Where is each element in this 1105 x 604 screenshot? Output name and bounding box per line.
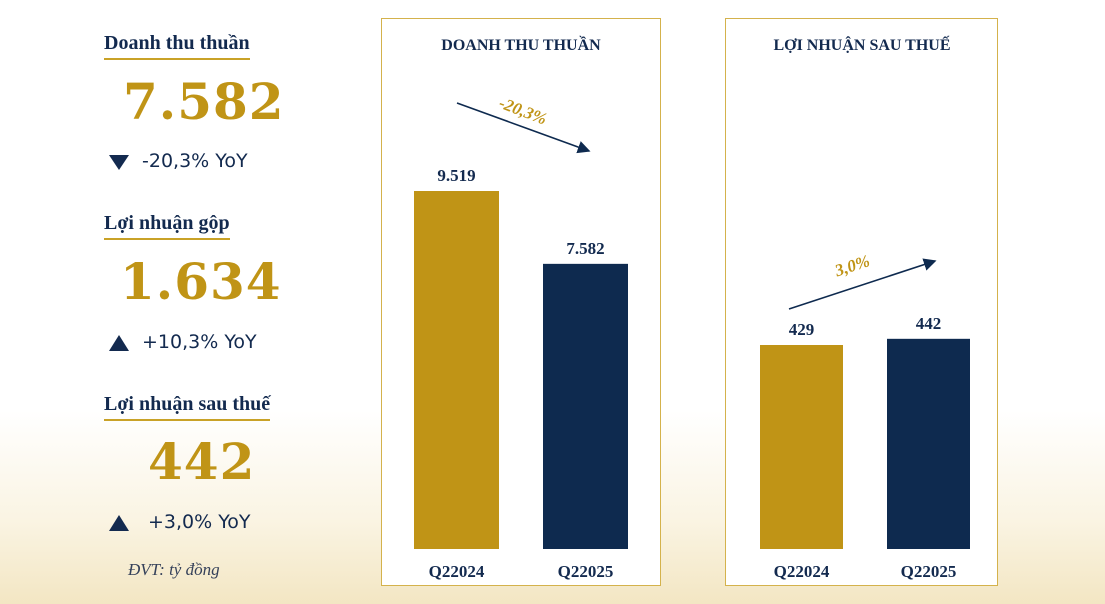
revenue-data-label-0: 9.519 [437, 166, 475, 185]
net-profit-trend-label: 3,0% [832, 251, 873, 280]
unit-note: ĐVT: tỷ đồng [128, 560, 220, 579]
revenue-chart-title: DOANH THU THUẦN [441, 35, 601, 54]
net-profit-trend-arrow [788, 258, 937, 310]
net-profit-bar-q22024 [760, 345, 843, 549]
kpi-net-profit-value: 442 [148, 432, 256, 491]
net-profit-chart-panel: LỢI NHUẬN SAU THUẾ 429 Q22024 442 Q22025 3,0% [725, 18, 998, 586]
revenue-chart: DOANH THU THUẦN 9.519 Q22024 7.582 Q22025 -20… [414, 35, 628, 581]
kpi-gross-profit-change: +10,3% YoY [108, 331, 257, 353]
kpi-revenue-value: 7.582 [123, 72, 285, 131]
kpi-gross-profit-label: Lợi nhuận gộp [104, 212, 230, 240]
net-profit-data-label-1: 442 [916, 314, 942, 333]
down-triangle-icon [109, 154, 129, 170]
kpi-net-profit-change-text: +3,0% YoY [148, 511, 251, 533]
revenue-trend-label: -20,3% [496, 93, 549, 129]
kpi-revenue-change-text: -20,3% YoY [142, 150, 248, 172]
revenue-category-label-1: Q22025 [558, 562, 614, 581]
kpi-gross-profit-change-text: +10,3% YoY [142, 331, 257, 353]
net-profit-chart-title: LỢI NHUẬN SAU THUẾ [773, 35, 950, 54]
kpi-revenue-change: -20,3% YoY [108, 150, 248, 172]
revenue-chart-panel: DOANH THU THUẦN 9.519 Q22024 7.582 Q22025 -20… [381, 18, 661, 586]
revenue-data-label-1: 7.582 [566, 239, 604, 258]
kpi-gross-profit-value: 1.634 [120, 252, 282, 311]
net-profit-chart: LỢI NHUẬN SAU THUẾ 429 Q22024 442 Q22025 3,0% [760, 35, 970, 581]
up-triangle-icon [109, 514, 129, 531]
net-profit-bar-q22025 [887, 338, 970, 549]
net-profit-category-label-0: Q22024 [774, 562, 830, 581]
kpi-net-profit-change: +3,0% YoY [108, 511, 251, 533]
kpi-net-profit-label: Lợi nhuận sau thuế [104, 393, 271, 421]
revenue-trend-arrow [456, 102, 591, 154]
net-profit-data-label-0: 429 [789, 320, 815, 339]
revenue-bar-q22025 [543, 263, 628, 549]
net-profit-category-label-1: Q22025 [901, 562, 957, 581]
up-triangle-icon [109, 334, 129, 351]
kpi-revenue-label: Doanh thu thuần [104, 32, 250, 60]
revenue-category-label-0: Q22024 [429, 562, 485, 581]
revenue-bar-q22024 [414, 191, 499, 549]
